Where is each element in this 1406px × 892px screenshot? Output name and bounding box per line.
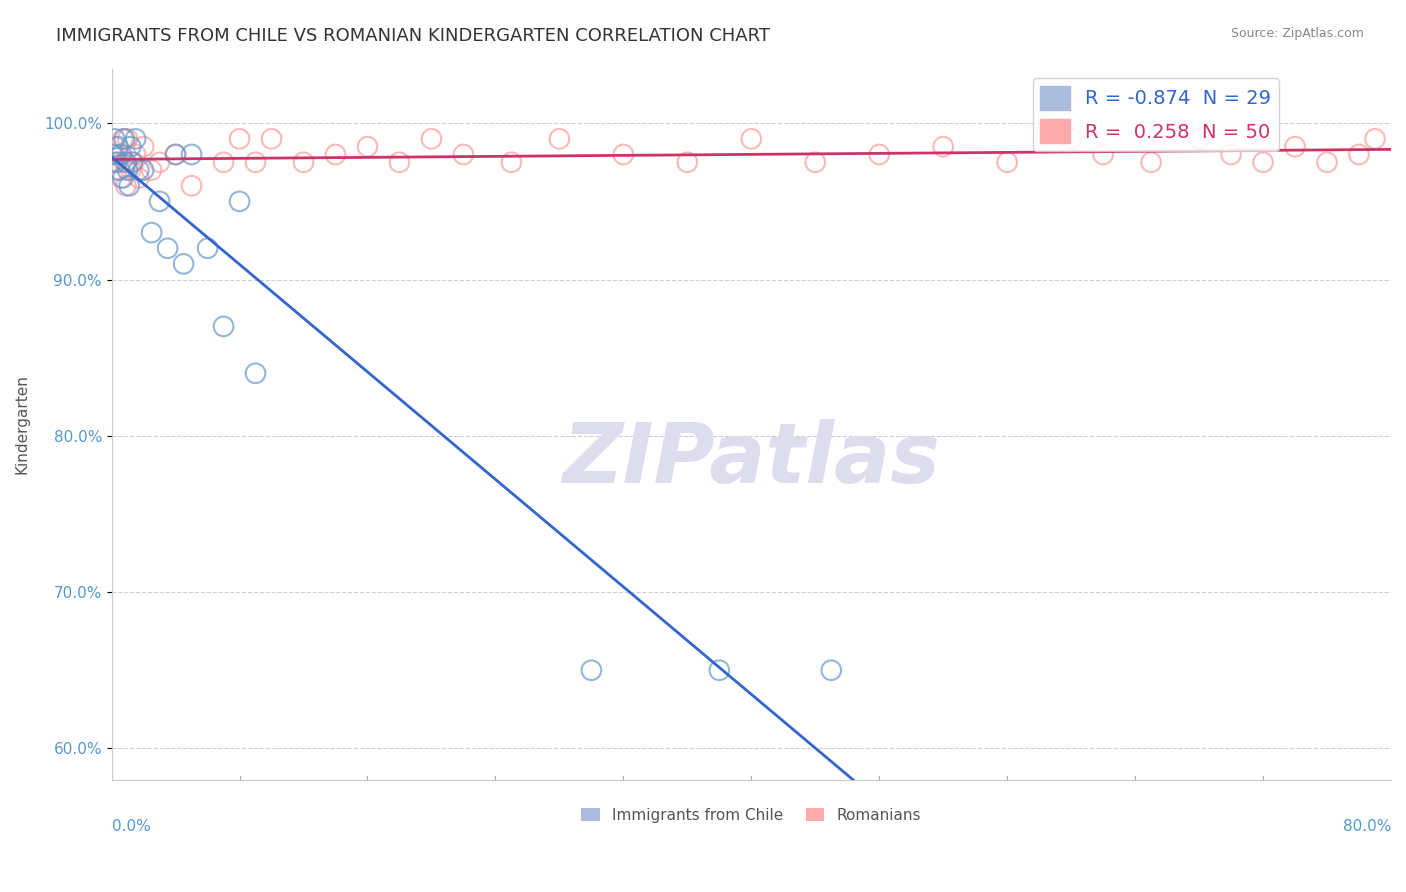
Point — [107, 139, 129, 153]
Point — [112, 132, 135, 146]
Point — [212, 155, 235, 169]
Point — [105, 155, 128, 169]
Point — [212, 319, 235, 334]
Legend: R = -0.874  N = 29, R =  0.258  N = 50: R = -0.874 N = 29, R = 0.258 N = 50 — [1032, 78, 1279, 151]
Point — [165, 147, 187, 161]
Point — [104, 132, 127, 146]
Point — [1140, 155, 1163, 169]
Point — [420, 132, 443, 146]
Point — [868, 147, 890, 161]
Point — [104, 139, 127, 153]
Point — [110, 170, 132, 185]
Point — [132, 163, 155, 178]
Point — [132, 139, 155, 153]
Point — [180, 147, 202, 161]
Point — [932, 139, 955, 153]
Point — [820, 663, 842, 677]
Point — [100, 147, 122, 161]
Point — [197, 241, 219, 255]
Point — [124, 132, 146, 146]
Point — [612, 147, 634, 161]
Point — [128, 170, 150, 185]
Point — [245, 155, 267, 169]
Point — [1316, 155, 1339, 169]
Point — [149, 155, 172, 169]
Point — [180, 178, 202, 193]
Point — [995, 155, 1018, 169]
Point — [1188, 132, 1211, 146]
Point — [1220, 147, 1243, 161]
Point — [115, 178, 138, 193]
Point — [156, 241, 179, 255]
Point — [141, 163, 163, 178]
Text: 0.0%: 0.0% — [111, 819, 150, 834]
Point — [111, 170, 134, 185]
Point — [120, 163, 142, 178]
Point — [245, 366, 267, 380]
Point — [112, 155, 135, 169]
Text: IMMIGRANTS FROM CHILE VS ROMANIAN KINDERGARTEN CORRELATION CHART: IMMIGRANTS FROM CHILE VS ROMANIAN KINDER… — [56, 27, 770, 45]
Point — [709, 663, 731, 677]
Point — [356, 139, 378, 153]
Text: Source: ZipAtlas.com: Source: ZipAtlas.com — [1230, 27, 1364, 40]
Point — [1348, 147, 1371, 161]
Point — [548, 132, 571, 146]
Text: ZIPatlas: ZIPatlas — [562, 419, 941, 500]
Y-axis label: Kindergarten: Kindergarten — [15, 374, 30, 474]
Point — [1092, 147, 1115, 161]
Point — [103, 147, 125, 161]
Point — [128, 163, 150, 178]
Point — [1364, 132, 1386, 146]
Point — [453, 147, 475, 161]
Point — [121, 155, 143, 169]
Point — [388, 155, 411, 169]
Point — [501, 155, 523, 169]
Point — [105, 163, 128, 178]
Point — [676, 155, 699, 169]
Point — [292, 155, 315, 169]
Point — [1251, 155, 1274, 169]
Point — [173, 257, 195, 271]
Point — [117, 132, 139, 146]
Point — [325, 147, 347, 161]
Point — [165, 147, 187, 161]
Point — [1284, 139, 1306, 153]
Point — [108, 147, 131, 161]
Point — [804, 155, 827, 169]
Point — [108, 163, 131, 178]
Point — [121, 155, 143, 169]
Point — [110, 147, 132, 161]
Point — [100, 155, 122, 169]
Point — [141, 226, 163, 240]
Point — [118, 178, 141, 193]
Point — [740, 132, 762, 146]
Point — [107, 155, 129, 169]
Point — [1060, 132, 1083, 146]
Point — [117, 163, 139, 178]
Point — [120, 139, 142, 153]
Point — [124, 147, 146, 161]
Point — [228, 194, 250, 209]
Point — [260, 132, 283, 146]
Point — [228, 132, 250, 146]
Point — [149, 194, 172, 209]
Point — [111, 132, 134, 146]
Point — [115, 155, 138, 169]
Point — [581, 663, 603, 677]
Text: 80.0%: 80.0% — [1343, 819, 1391, 834]
